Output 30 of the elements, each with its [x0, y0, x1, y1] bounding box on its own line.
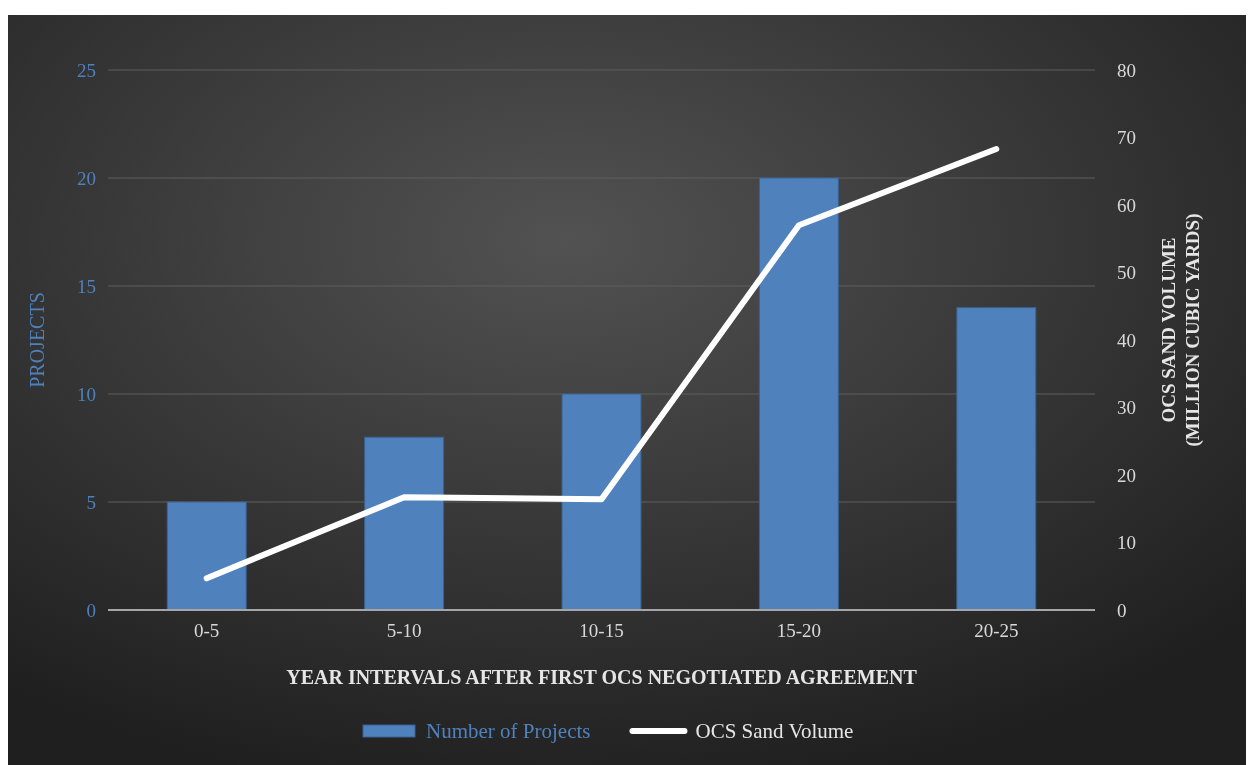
bar — [364, 436, 445, 611]
y2-tick-label: 60 — [1117, 194, 1136, 216]
bar — [758, 177, 839, 611]
y2-tick-label: 70 — [1117, 127, 1136, 149]
legend-label: Number of Projects — [426, 719, 591, 743]
bar — [561, 393, 642, 611]
y2-tick-label: 80 — [1117, 59, 1136, 81]
y-tick-label: 0 — [86, 599, 96, 621]
y2-tick-label: 50 — [1117, 262, 1136, 284]
y2-tick-label: 20 — [1117, 464, 1136, 486]
y-tick-label: 20 — [77, 167, 96, 189]
bar — [166, 501, 247, 611]
x-tick-label: 15-20 — [776, 620, 822, 642]
bar — [956, 307, 1037, 611]
x-tick-label: 10-15 — [579, 620, 624, 642]
y-tick-label: 25 — [77, 59, 96, 81]
x-axis-title: YEAR INTERVALS AFTER FIRST OCS NEGOTIATED AGREEMENT — [286, 666, 918, 688]
x-tick-label: 0-5 — [194, 620, 220, 642]
y-tick-label: 15 — [77, 275, 96, 297]
y2-axis-title: OCS SAND VOLUME (MILLION CUBIC YARDS) — [1158, 213, 1204, 447]
y2-tick-label: 0 — [1117, 599, 1127, 621]
y-tick-label: 10 — [77, 383, 96, 405]
y-tick-label: 5 — [86, 491, 96, 513]
y2-tick-label: 30 — [1117, 397, 1136, 419]
legend-label: OCS Sand Volume — [695, 719, 854, 743]
y2-tick-label: 10 — [1117, 532, 1136, 554]
y-axis-title: PROJECTS — [26, 292, 48, 388]
x-tick-label: 5-10 — [386, 620, 422, 642]
y2-tick-label: 40 — [1117, 329, 1136, 351]
x-tick-label: 20-25 — [974, 620, 1019, 642]
